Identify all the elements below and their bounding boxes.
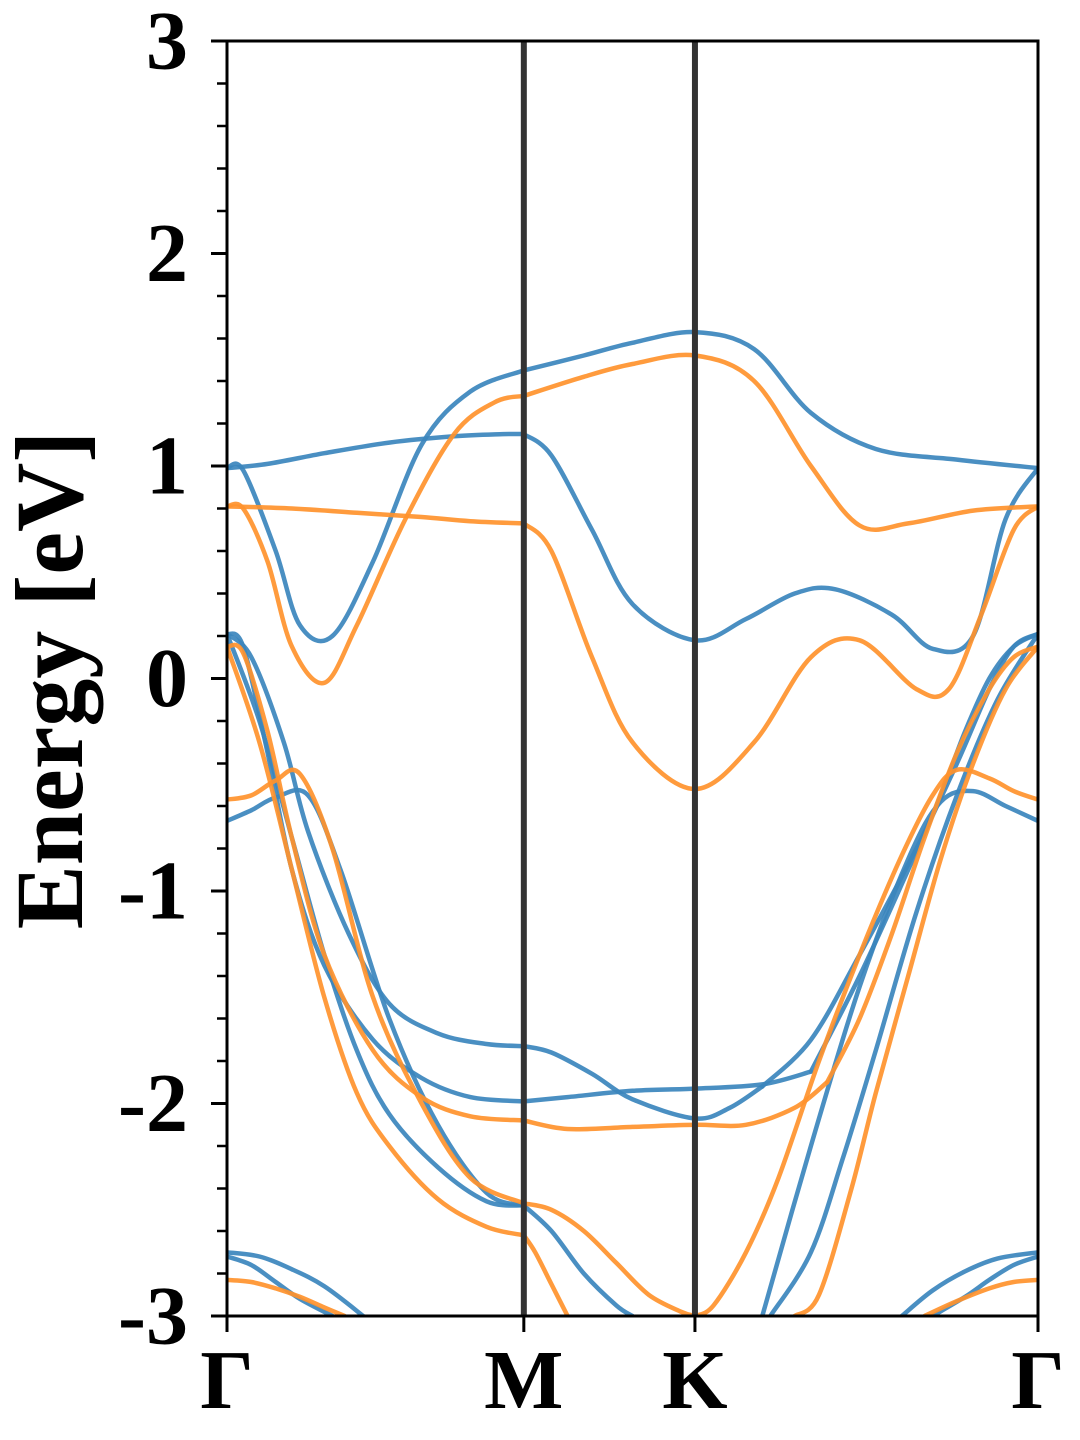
- band-line-orange-26: [227, 644, 527, 1238]
- band-line-blue-12: [227, 631, 527, 1049]
- band-line-orange-28: [792, 644, 1038, 1316]
- y-tick-label: 3: [146, 0, 188, 88]
- band-line-orange-20: [227, 642, 527, 1123]
- band-line-orange-22: [824, 644, 1038, 1085]
- band-line-blue-17: [760, 788, 1038, 1316]
- y-axis-ticks: 3 2 1 0 -1 -2 -3: [118, 0, 227, 1363]
- band-line-orange-7: [227, 504, 527, 526]
- y-tick-label: -1: [118, 845, 188, 938]
- band-line-blue-10: [521, 1069, 814, 1104]
- band-line-blue-2: [521, 329, 1038, 471]
- band-line-blue-16: [521, 1203, 635, 1316]
- band-line-blue-11: [808, 631, 1038, 1074]
- band-line-blue-13: [521, 1043, 765, 1121]
- band-line-blue-18: [227, 631, 527, 1208]
- band-line-blue-4: [521, 431, 1038, 655]
- high-symmetry-lines: [520, 41, 698, 1316]
- band-line-orange-24: [521, 1201, 698, 1316]
- x-tick-label: K: [662, 1334, 727, 1427]
- y-axis-label: Energy [eV]: [0, 431, 103, 930]
- y-tick-label: 2: [146, 207, 188, 300]
- band-line-orange-8: [521, 504, 1038, 792]
- band-line-orange-27: [521, 1233, 570, 1316]
- y-tick-label: 0: [146, 632, 188, 725]
- band-line-orange-25: [692, 767, 1038, 1316]
- band-line-orange-23: [227, 767, 527, 1206]
- x-tick-label: Γ: [1011, 1334, 1064, 1427]
- series-layer: [227, 329, 1038, 1316]
- band-line-blue-32: [899, 1250, 1038, 1316]
- band-line-orange-5: [227, 393, 527, 686]
- band-line-orange-31: [227, 1277, 347, 1316]
- y-tick-label: -3: [118, 1270, 188, 1363]
- y-tick-label: -2: [118, 1057, 188, 1150]
- band-line-blue-15: [227, 787, 527, 1208]
- band-line-blue-30: [227, 1254, 335, 1316]
- x-tick-label: Γ: [200, 1334, 253, 1427]
- band-line-blue-19: [768, 631, 1038, 1316]
- band-line-orange-34: [922, 1277, 1038, 1316]
- band-line-blue-1: [227, 368, 527, 644]
- y-tick-label: 1: [146, 420, 188, 513]
- x-tick-label: M: [484, 1334, 563, 1427]
- band-line-blue-3: [227, 431, 527, 471]
- band-line-blue-29: [227, 1250, 366, 1316]
- band-line-orange-6: [521, 352, 1038, 532]
